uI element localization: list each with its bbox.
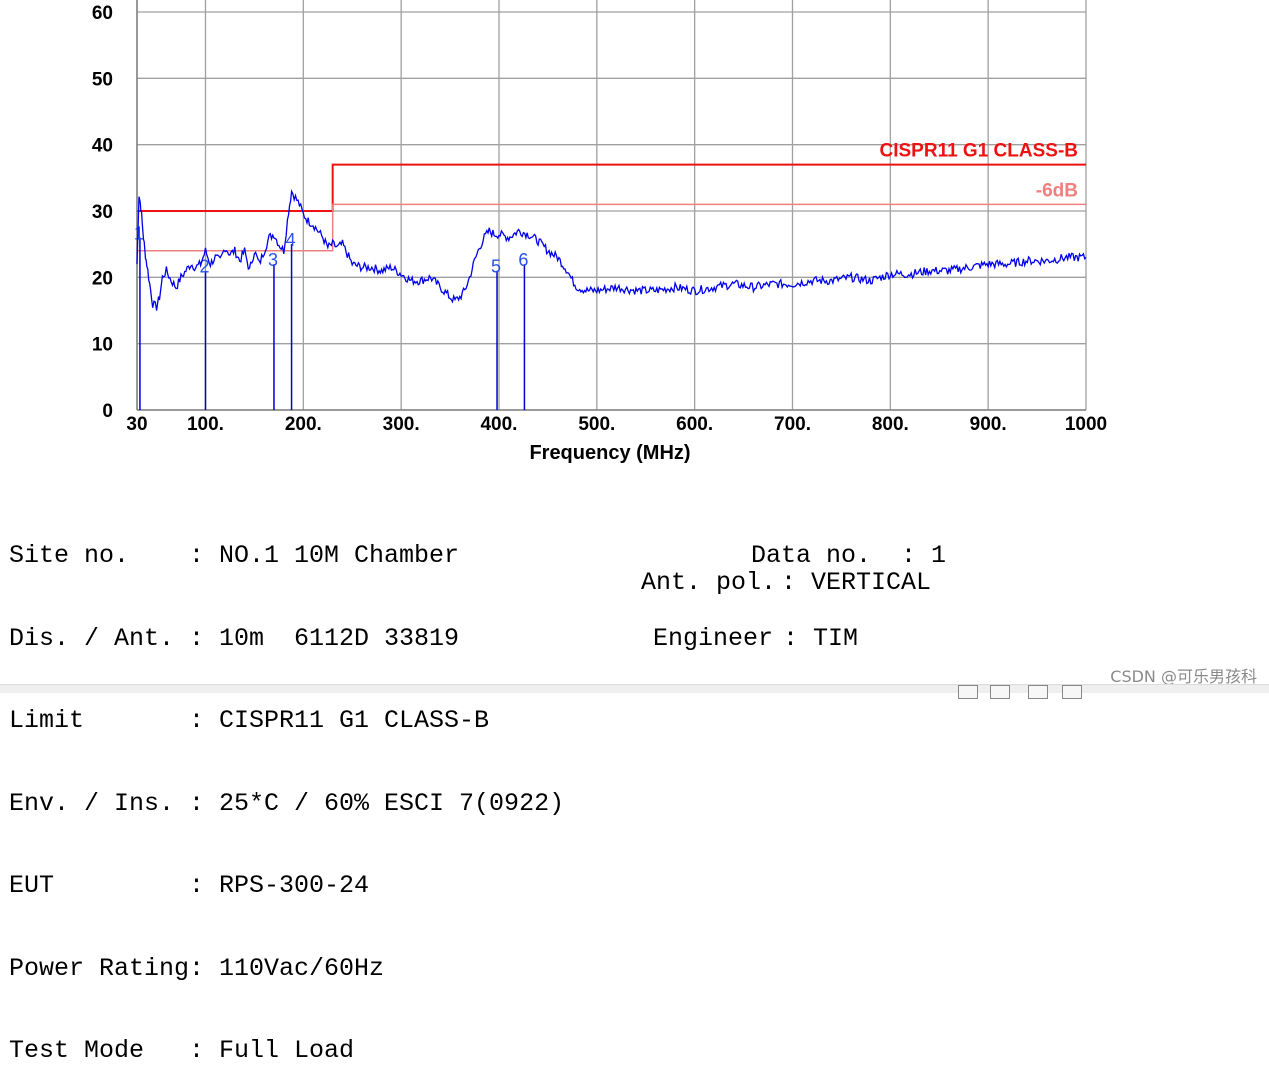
x-tick-label: 500. [578, 414, 615, 435]
emission-chart: CISPR11 G1 CLASS-B-6dB 12 345 6 30 100. 200.… [92, 0, 1107, 464]
y-tick-label: 20 [92, 268, 113, 289]
info-value: RPS-300-24 [219, 871, 370, 900]
measurement-trace [136, 188, 1087, 311]
marker-label: 6 [518, 250, 528, 270]
info-key: Power Rating [9, 953, 190, 983]
limit-line [137, 163, 1086, 212]
info-value: 110Vac/60Hz [219, 953, 385, 983]
y-tick-label: 40 [92, 136, 113, 157]
marker-label: 2 [199, 257, 209, 277]
info-row-env: Env. / Ins.: 25*C / 60% ESCI 7(0922) [9, 788, 565, 818]
x-tick-label: 300. [383, 414, 420, 435]
limit-label: CISPR11 G1 CLASS-B [880, 141, 1079, 162]
info-key: Limit [9, 706, 85, 735]
grid-view-icon[interactable] [1062, 685, 1082, 699]
info-row-distance: Dis. / Ant.: 10m 6112D 33819 [9, 623, 460, 653]
window-icon[interactable] [958, 685, 978, 699]
y-tick-label: 10 [92, 335, 113, 356]
info-row-engineer: Engineer: TIM [653, 624, 859, 653]
info-key: EUT [9, 871, 55, 900]
x-tick-label: 400. [480, 414, 517, 435]
grid-view-icon[interactable] [1028, 685, 1048, 699]
info-row-data-no: Data no.: 1 [751, 541, 947, 570]
info-key: Engineer [653, 624, 774, 653]
window-icon[interactable] [990, 685, 1010, 699]
x-tick-label: 200. [285, 414, 322, 435]
marker-label: 4 [286, 230, 296, 250]
x-tick-label: 800. [872, 414, 909, 435]
info-row-ant-pol: Ant. pol.: VERTICAL [641, 568, 932, 597]
info-value: VERTICAL [811, 568, 932, 597]
info-ant-pol: Ant. pol.: VERTICAL [641, 514, 931, 624]
watermark-text: CSDN @可乐男孩科 [1110, 667, 1257, 686]
info-value: 25*C / 60% ESCI 7(0922) [219, 788, 565, 818]
info-row-site: Site no.: NO.1 10M Chamber [9, 541, 460, 570]
bottom-toolbar [0, 684, 1269, 699]
info-key: Site no. [9, 541, 130, 570]
x-tick-label: 900. [970, 414, 1007, 435]
x-tick-label: 700. [774, 414, 811, 435]
info-value: TIM [813, 624, 859, 653]
info-row-eut: EUT: RPS-300-24 [9, 871, 370, 900]
series-line [136, 188, 1087, 311]
peak-markers: 12 345 6 [134, 224, 528, 410]
info-value: 10m 6112D 33819 [219, 623, 460, 653]
info-row-power: Power Rating: 110Vac/60Hz [9, 953, 385, 983]
info-engineer: Engineer: TIM [653, 570, 858, 680]
chart-grid [136, 0, 1087, 411]
y-tick-label: 50 [92, 69, 113, 90]
marker-label: 1 [134, 224, 144, 244]
y-axis-ticks: 0 10 20 30 40 50 60 [92, 3, 113, 422]
x-tick-label: 1000 [1065, 414, 1107, 435]
x-tick-label: 600. [676, 414, 713, 435]
limit-lines: CISPR11 G1 CLASS-B -6dB [137, 141, 1086, 252]
info-value: Full Load [219, 1036, 355, 1065]
info-value: NO.1 10M Chamber [219, 541, 460, 570]
info-key: Data no. [751, 541, 872, 570]
y-tick-label: 60 [92, 3, 113, 24]
x-tick-label: 100. [187, 414, 224, 435]
limit-label: -6dB [1036, 180, 1078, 201]
x-axis-title: Frequency (MHz) [529, 442, 690, 464]
info-row-limit: Limit: CISPR11 G1 CLASS-B [9, 706, 490, 735]
info-key: Ant. pol. [641, 568, 777, 597]
marker-label: 5 [491, 257, 501, 277]
x-tick-label: 30 [126, 414, 147, 435]
y-tick-label: 30 [92, 202, 113, 223]
info-key: Dis. / Ant. [9, 623, 175, 653]
info-value: CISPR11 G1 CLASS-B [219, 706, 490, 735]
info-key: Env. / Ins. [9, 788, 175, 818]
info-data-no: Data no.: 1 [751, 487, 946, 597]
test-info-left: Site no.: NO.1 10M Chamber Dis. / Ant.: … [9, 487, 564, 1092]
marker-label: 3 [268, 250, 278, 270]
info-key: Test Mode [9, 1036, 145, 1065]
info-row-mode: Test Mode: Full Load [9, 1036, 355, 1065]
x-axis-ticks: 30 100. 200. 300. 400. 500. 600. 700. 800. 900. 10… [126, 414, 1107, 435]
info-value: 1 [931, 541, 947, 570]
y-tick-label: 0 [102, 401, 113, 422]
